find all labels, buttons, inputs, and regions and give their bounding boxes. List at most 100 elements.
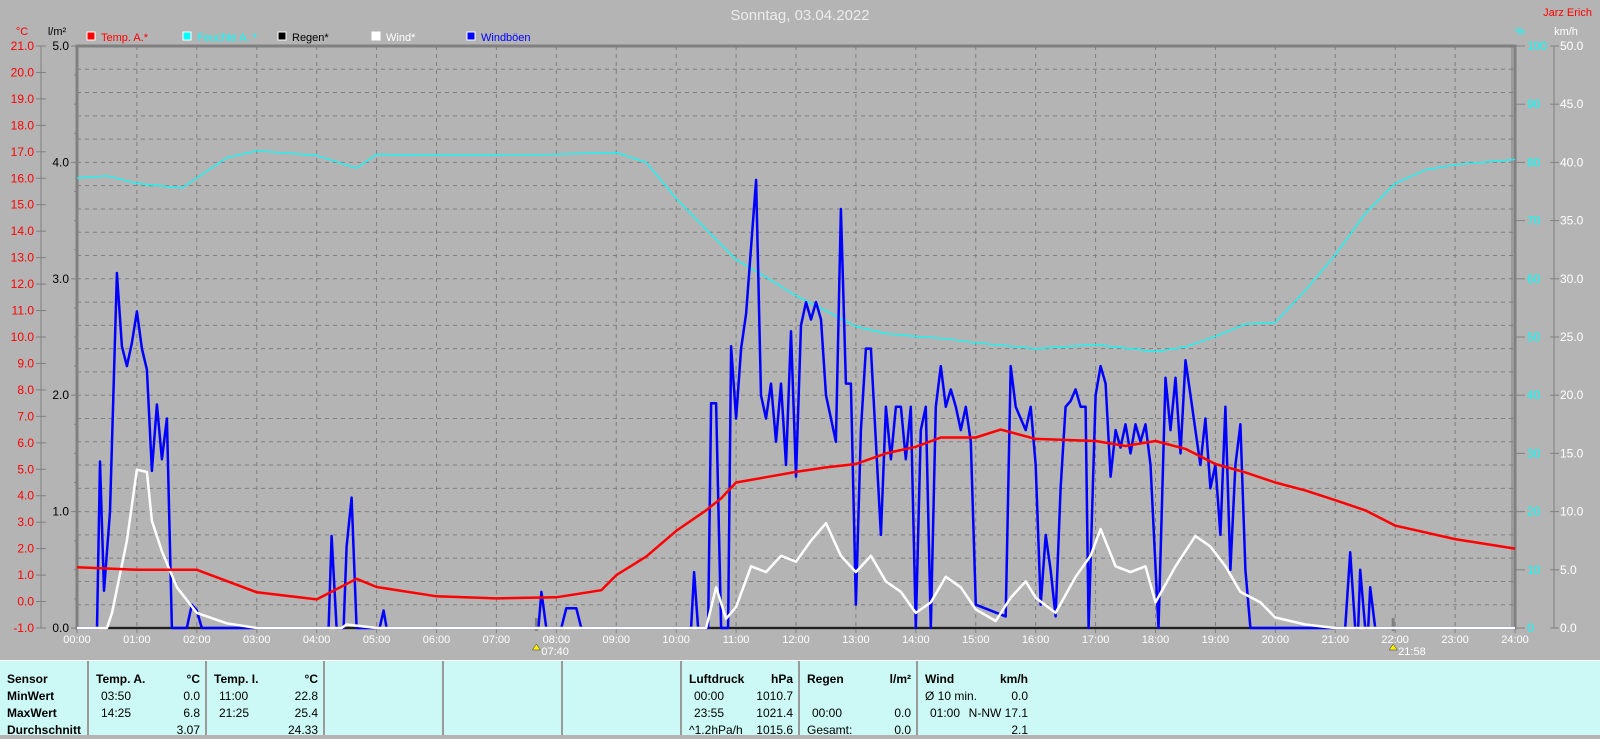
wind-tick-label: 15.0	[1560, 446, 1584, 460]
min-time: 03:50	[101, 689, 132, 703]
humidity-tick-label: 70	[1527, 214, 1541, 228]
humidity-tick-label: 40	[1527, 388, 1541, 402]
x-tick-label: 01:00	[123, 634, 151, 646]
total-label: Gesamt:	[807, 723, 853, 737]
temp-tick-label: 10.0	[11, 330, 35, 344]
col-sensor: Sensor MinWert MaxWert Durchschnitt	[0, 661, 89, 737]
value: 1010.7	[756, 689, 793, 703]
legend-label: Feuchte A. *	[197, 32, 258, 44]
avg-value: 3.07	[176, 723, 200, 737]
x-tick-label: 23:00	[1441, 634, 1469, 646]
humidity-tick-label: 80	[1527, 155, 1541, 169]
x-tick-label: 24:00	[1501, 634, 1529, 646]
value: 1015.6	[756, 723, 793, 737]
unit: hPa	[770, 672, 793, 686]
col-rain: Regen l/m² 00:00 0.0 Gesamt: 0.0	[800, 661, 918, 737]
col-temp-a: Temp. A. °C 03:50 0.0 14:25 6.8 3.07	[89, 661, 207, 737]
humidity-tick-label: 0	[1527, 621, 1534, 635]
temp-tick-label: 18.0	[11, 118, 35, 132]
temp-tick-label: 2.0	[17, 542, 34, 556]
time: 23:55	[694, 706, 725, 720]
humidity-tick-label: 10	[1527, 563, 1541, 577]
avg-value: 24.33	[287, 723, 318, 737]
min-value: 0.0	[183, 689, 200, 703]
x-tick-label: 05:00	[363, 634, 391, 646]
col-empty	[325, 661, 444, 735]
series-line-temp-a	[76, 428, 1516, 601]
series-line-windböen	[77, 178, 1515, 630]
max-value: 25.4	[294, 706, 318, 720]
x-tick-label: 07:00	[483, 634, 511, 646]
value: 0.0	[894, 723, 911, 737]
x-tick-label: 02:00	[183, 634, 211, 646]
wind-tick-label: 10.0	[1560, 505, 1584, 519]
temp-tick-label: 19.0	[11, 92, 35, 106]
row-label: MinWert	[7, 689, 55, 703]
x-tick-label: 09:00	[602, 634, 630, 646]
rain-tick-label: 3.0	[52, 272, 69, 286]
row-label: Durchschnitt	[7, 723, 82, 737]
x-tick-label: 21:00	[1321, 634, 1349, 646]
sunrise-marker	[534, 618, 538, 631]
wind-tick-label: 40.0	[1560, 155, 1584, 169]
legend-label: Wind*	[386, 32, 416, 44]
legend-swatch	[86, 31, 96, 41]
legend-swatch	[182, 31, 192, 41]
wind-axis-unit: km/h	[1554, 26, 1578, 38]
wind-tick-label: 45.0	[1560, 97, 1584, 111]
legend-label: Regen*	[292, 32, 329, 44]
temp-tick-label: 15.0	[11, 198, 35, 212]
humidity-tick-label: 20	[1527, 505, 1541, 519]
row-label: Sensor	[7, 672, 48, 686]
series-line-feuchte-a	[76, 150, 1516, 353]
series-group	[76, 150, 1516, 630]
rain-axis-unit: l/m²	[48, 26, 67, 38]
temp-tick-label: 3.0	[17, 515, 34, 529]
value: 2.1	[1011, 723, 1028, 737]
temp-axis-unit: °C	[16, 26, 28, 38]
rain-tick-label: 5.0	[52, 39, 69, 53]
x-tick-label: 00:00	[63, 634, 91, 646]
temp-tick-label: 0.0	[17, 595, 34, 609]
temp-tick-label: 16.0	[11, 171, 35, 185]
legend: Temp. A.* Feuchte A. * Regen* Wind* Windböen	[86, 31, 531, 44]
temp-tick-label: 7.0	[17, 409, 34, 423]
legend-swatch	[371, 31, 381, 41]
wind-tick-label: 5.0	[1560, 563, 1577, 577]
legend-swatch	[277, 31, 287, 41]
humidity-axis-unit: %	[1515, 26, 1525, 38]
time: 01:00	[930, 706, 961, 720]
rain-tick-label: 4.0	[52, 155, 69, 169]
axes: °C21.0 20.0 19.0 18.0 17.0 16.0 15.0 14.0 13.0 12…	[11, 26, 1584, 658]
time: 00:00	[694, 689, 725, 703]
temp-tick-label: 21.0	[11, 39, 35, 53]
x-tick-label: 14:00	[902, 634, 930, 646]
x-tick-label: 06:00	[423, 634, 451, 646]
unit: °C	[304, 672, 318, 686]
wind-tick-label: 25.0	[1560, 330, 1584, 344]
row-label: MaxWert	[7, 706, 57, 720]
humidity-tick-label: 90	[1527, 97, 1541, 111]
temp-tick-label: 4.0	[17, 489, 34, 503]
rain-tick-label: 0.0	[52, 621, 69, 635]
temp-tick-label: 17.0	[11, 145, 35, 159]
value: N-NW 17.1	[968, 706, 1028, 720]
value: 1021.4	[756, 706, 793, 720]
temp-tick-label: 1.0	[17, 568, 34, 582]
header: Wind	[925, 672, 955, 686]
min-value: 22.8	[294, 689, 318, 703]
header: Temp. I.	[214, 672, 259, 686]
humidity-tick-label: 50	[1527, 330, 1541, 344]
wind-tick-label: 30.0	[1560, 272, 1584, 286]
rain-tick-label: 1.0	[52, 505, 69, 519]
temp-tick-label: -1.0	[13, 621, 34, 635]
humidity-tick-label: 100	[1527, 39, 1547, 53]
wind-tick-label: 50.0	[1560, 39, 1584, 53]
trend-label: ^1.2hPa/h	[689, 723, 743, 737]
col-wind: Wind km/h Ø 10 min. 0.0 01:00 N-NW 17.1 2.1	[918, 661, 1033, 737]
value: 0.0	[894, 706, 911, 720]
temp-tick-label: 12.0	[11, 277, 35, 291]
col-empty	[444, 661, 563, 735]
wind-tick-label: 20.0	[1560, 388, 1584, 402]
grid	[75, 44, 1517, 630]
